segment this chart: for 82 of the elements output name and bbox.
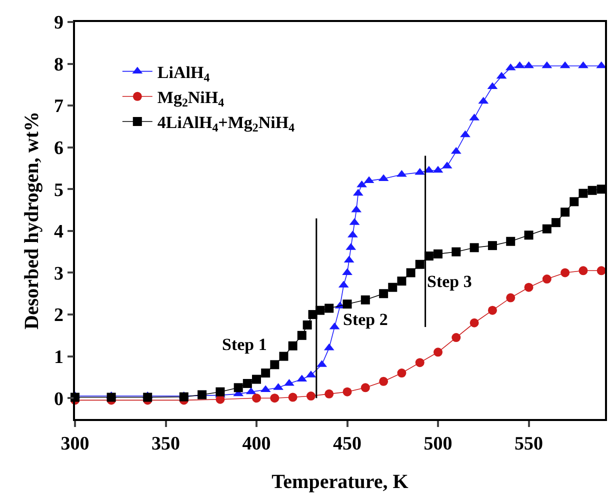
point <box>143 392 152 402</box>
y-tick-label: 7 <box>54 96 64 118</box>
point <box>506 293 516 302</box>
point <box>551 218 560 228</box>
x-tick-label: 400 <box>242 434 271 455</box>
point <box>542 274 552 284</box>
point <box>578 61 588 68</box>
point <box>415 260 424 269</box>
point <box>578 188 588 198</box>
y-tick-label: 9 <box>54 12 64 34</box>
point <box>397 276 406 286</box>
point <box>470 243 479 252</box>
point <box>452 333 461 342</box>
point <box>288 392 298 402</box>
point <box>434 348 443 357</box>
point <box>179 392 188 402</box>
point <box>297 330 306 340</box>
point <box>342 300 352 309</box>
y-tick-label: 4 <box>54 222 64 243</box>
point <box>302 320 312 330</box>
point <box>388 282 398 292</box>
point <box>270 394 280 403</box>
x-tick-label: 550 <box>514 434 544 455</box>
x-tick-label: 450 <box>333 434 362 455</box>
point <box>279 352 288 361</box>
x-axis-title: Temperature, K <box>272 471 409 493</box>
point <box>198 390 207 400</box>
y-tick-label: 3 <box>54 263 64 284</box>
point <box>560 208 570 217</box>
point <box>524 282 534 292</box>
point <box>488 306 497 315</box>
point <box>261 368 270 378</box>
point <box>360 383 370 392</box>
point <box>288 341 298 350</box>
y-tick-label: 2 <box>54 305 64 326</box>
point <box>306 392 316 401</box>
point <box>596 266 606 276</box>
point <box>270 360 280 370</box>
point <box>379 376 388 386</box>
y-tick-label: 5 <box>54 180 64 201</box>
point <box>379 289 388 298</box>
point <box>560 268 570 278</box>
annotation: Step 2 <box>343 310 388 329</box>
legend-label: LiAlH$_{4}$ <box>157 62 210 85</box>
point <box>406 268 416 278</box>
point <box>360 295 370 304</box>
point <box>524 230 534 240</box>
point <box>234 383 243 392</box>
y-tick-label: 0 <box>54 388 64 410</box>
point <box>488 241 497 250</box>
point <box>460 130 470 138</box>
point <box>216 387 225 396</box>
point <box>524 61 534 68</box>
point <box>252 394 262 403</box>
point <box>470 318 479 328</box>
point <box>452 247 461 256</box>
point <box>570 197 579 206</box>
x-tick-label: 350 <box>152 434 180 455</box>
annotation: Step 1 <box>222 335 267 354</box>
legend-label: Mg$_{2}$NiH$_{4}$ <box>157 88 224 110</box>
x-tick-label: 500 <box>424 434 452 455</box>
point <box>397 368 406 378</box>
point <box>324 304 334 313</box>
x-tick-label: 300 <box>60 434 90 455</box>
y-tick-label: 1 <box>54 346 64 368</box>
point <box>242 378 252 388</box>
point <box>324 389 334 398</box>
point <box>434 249 443 258</box>
point <box>588 186 597 195</box>
point <box>106 392 116 402</box>
point <box>506 236 516 246</box>
point <box>578 266 588 276</box>
point <box>415 358 424 368</box>
point <box>356 180 367 188</box>
y-axis-title: Desorbed hydrogen, wt% <box>20 112 43 330</box>
y-tick-label: 6 <box>54 138 64 160</box>
legend-label: 4LiAlH$_{4}$+Mg$_{2}$NiH$_{4}$ <box>157 113 295 135</box>
y-tick-label: 8 <box>54 54 64 76</box>
point <box>342 387 352 396</box>
annotation: Step 3 <box>427 272 472 291</box>
point <box>542 224 552 234</box>
point <box>252 374 262 384</box>
